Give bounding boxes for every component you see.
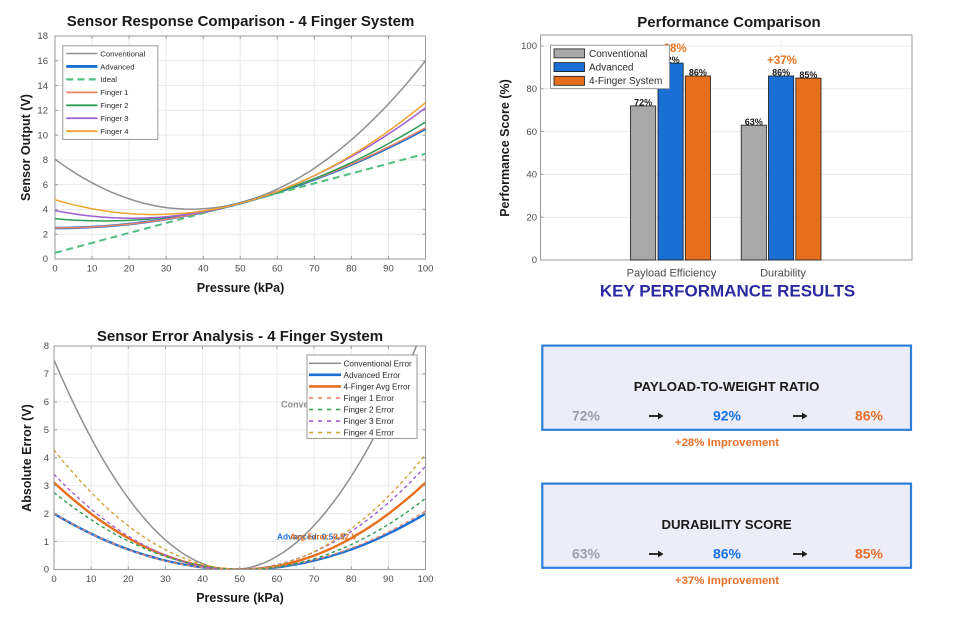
svg-text:72%: 72% bbox=[634, 98, 652, 108]
svg-text:Avg Error: 0.52 V: Avg Error: 0.52 V bbox=[290, 532, 357, 542]
svg-text:Finger 1: Finger 1 bbox=[100, 88, 128, 97]
svg-text:PAYLOAD-TO-WEIGHT RATIO: PAYLOAD-TO-WEIGHT RATIO bbox=[634, 379, 820, 394]
svg-text:85%: 85% bbox=[855, 546, 884, 562]
svg-text:70: 70 bbox=[309, 574, 320, 585]
svg-text:Finger 3: Finger 3 bbox=[100, 114, 128, 123]
svg-text:86%: 86% bbox=[855, 408, 884, 424]
svg-text:Conventional: Conventional bbox=[589, 49, 647, 60]
svg-text:Durability: Durability bbox=[760, 268, 806, 280]
svg-text:60: 60 bbox=[272, 574, 283, 585]
svg-text:Conventional Error: Conventional Error bbox=[344, 359, 413, 368]
svg-text:90: 90 bbox=[383, 574, 394, 585]
svg-text:40: 40 bbox=[198, 264, 209, 275]
svg-text:Advanced: Advanced bbox=[100, 62, 134, 71]
svg-text:8: 8 bbox=[43, 155, 48, 166]
svg-text:Advanced: Advanced bbox=[589, 63, 633, 74]
svg-text:Sensor Response Comparison - 4: Sensor Response Comparison - 4 Finger Sy… bbox=[67, 13, 415, 30]
svg-text:70: 70 bbox=[309, 264, 320, 275]
svg-text:40: 40 bbox=[197, 574, 208, 585]
svg-text:Advanced: 0.52 V: Advanced: 0.52 V bbox=[277, 532, 346, 542]
svg-text:Pressure (kPa): Pressure (kPa) bbox=[197, 281, 285, 295]
svg-text:2: 2 bbox=[43, 229, 48, 240]
svg-text:63%: 63% bbox=[745, 117, 763, 127]
svg-text:10: 10 bbox=[86, 574, 97, 585]
svg-text:Finger 1 Error: Finger 1 Error bbox=[344, 394, 395, 403]
svg-text:Performance Score (%): Performance Score (%) bbox=[498, 79, 512, 217]
svg-text:Pressure (kPa): Pressure (kPa) bbox=[196, 591, 284, 605]
svg-text:Advanced Error: Advanced Error bbox=[344, 371, 401, 380]
svg-text:+37%: +37% bbox=[767, 55, 797, 67]
svg-text:0: 0 bbox=[43, 254, 48, 265]
svg-text:100: 100 bbox=[418, 574, 434, 585]
svg-text:Conventional: Conventional bbox=[100, 49, 145, 58]
svg-text:50: 50 bbox=[234, 574, 245, 585]
svg-text:Sensor Output (V): Sensor Output (V) bbox=[19, 94, 33, 201]
svg-text:1: 1 bbox=[44, 537, 49, 548]
svg-text:40: 40 bbox=[526, 170, 537, 181]
svg-text:100: 100 bbox=[418, 264, 434, 275]
svg-text:4-Finger System: 4-Finger System bbox=[589, 76, 662, 87]
svg-text:92%: 92% bbox=[662, 55, 680, 65]
svg-text:60: 60 bbox=[526, 127, 537, 138]
svg-text:10: 10 bbox=[87, 264, 98, 275]
svg-text:12: 12 bbox=[37, 106, 48, 117]
svg-text:86%: 86% bbox=[713, 546, 742, 562]
svg-text:Sensor Error Analysis - 4 Fing: Sensor Error Analysis - 4 Finger System bbox=[97, 328, 383, 345]
svg-text:50: 50 bbox=[235, 264, 246, 275]
svg-text:80: 80 bbox=[526, 84, 537, 95]
svg-text:7: 7 bbox=[44, 369, 49, 380]
svg-text:Ideal: Ideal bbox=[100, 75, 117, 84]
svg-text:Payload Efficiency: Payload Efficiency bbox=[627, 268, 717, 280]
svg-text:3: 3 bbox=[44, 481, 49, 492]
svg-text:Finger 4 Error: Finger 4 Error bbox=[344, 429, 395, 438]
svg-text:86%: 86% bbox=[772, 68, 790, 78]
svg-text:8: 8 bbox=[44, 341, 49, 352]
svg-text:4: 4 bbox=[43, 205, 48, 216]
svg-text:4: 4 bbox=[44, 453, 49, 464]
svg-text:0: 0 bbox=[44, 565, 49, 576]
svg-text:6: 6 bbox=[43, 180, 48, 191]
svg-text:6: 6 bbox=[44, 397, 49, 408]
svg-text:86%: 86% bbox=[689, 68, 707, 78]
svg-text:Finger 2 Error: Finger 2 Error bbox=[344, 406, 395, 415]
svg-text:Finger 3 Error: Finger 3 Error bbox=[344, 417, 395, 426]
svg-text:63%: 63% bbox=[572, 546, 601, 562]
svg-text:Performance Comparison: Performance Comparison bbox=[637, 14, 820, 31]
svg-text:30: 30 bbox=[160, 574, 171, 585]
svg-text:80: 80 bbox=[346, 264, 357, 275]
svg-text:18: 18 bbox=[37, 31, 48, 42]
svg-text:4-Finger Avg Error: 4-Finger Avg Error bbox=[344, 382, 411, 391]
svg-text:100: 100 bbox=[521, 41, 537, 52]
svg-text:Absolute Error (V): Absolute Error (V) bbox=[20, 404, 34, 512]
svg-text:90: 90 bbox=[383, 264, 394, 275]
svg-text:20: 20 bbox=[526, 212, 537, 223]
svg-text:14: 14 bbox=[37, 81, 48, 92]
svg-text:+28% Improvement: +28% Improvement bbox=[675, 437, 779, 449]
svg-text:Finger 2: Finger 2 bbox=[100, 101, 128, 110]
svg-text:20: 20 bbox=[124, 264, 135, 275]
svg-text:60: 60 bbox=[272, 264, 283, 275]
svg-text:0: 0 bbox=[532, 255, 537, 266]
svg-text:+37% Improvement: +37% Improvement bbox=[675, 575, 779, 587]
svg-text:DURABILITY SCORE: DURABILITY SCORE bbox=[662, 517, 792, 532]
svg-text:85%: 85% bbox=[799, 70, 817, 80]
svg-text:80: 80 bbox=[346, 574, 357, 585]
svg-text:2: 2 bbox=[44, 509, 49, 520]
svg-text:Finger 4: Finger 4 bbox=[100, 127, 129, 136]
svg-text:16: 16 bbox=[37, 56, 48, 67]
svg-text:72%: 72% bbox=[572, 408, 601, 424]
svg-text:KEY PERFORMANCE RESULTS: KEY PERFORMANCE RESULTS bbox=[600, 282, 855, 301]
svg-text:20: 20 bbox=[123, 574, 134, 585]
svg-text:30: 30 bbox=[161, 264, 172, 275]
svg-text:0: 0 bbox=[52, 264, 57, 275]
svg-text:10: 10 bbox=[37, 130, 48, 141]
svg-text:92%: 92% bbox=[713, 408, 742, 424]
svg-text:5: 5 bbox=[44, 425, 49, 436]
svg-text:0: 0 bbox=[51, 574, 56, 585]
